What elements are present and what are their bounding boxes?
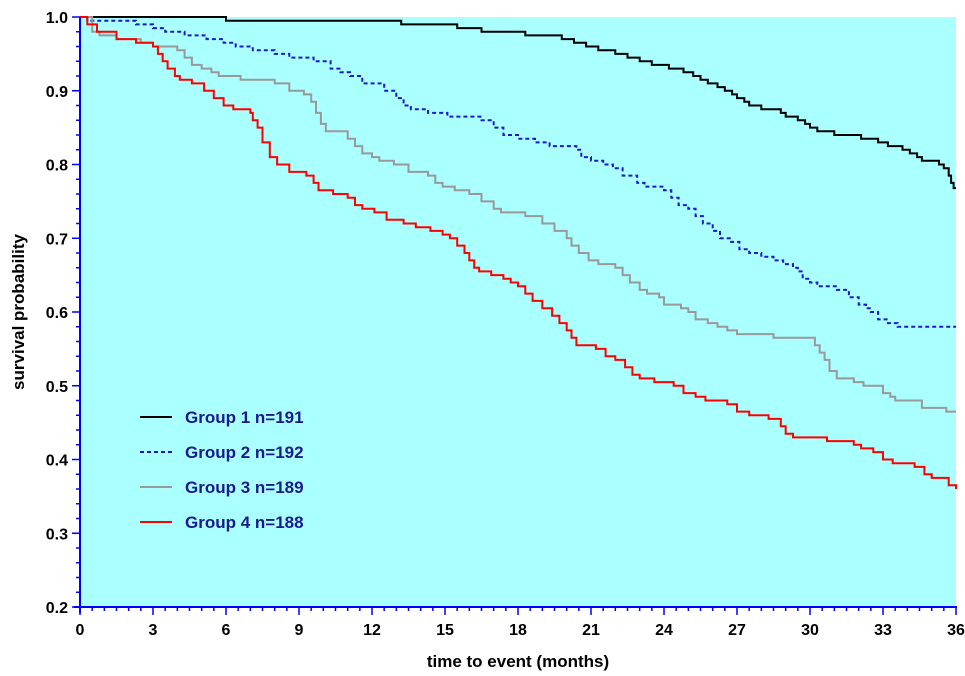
series-line-group-1 (80, 16, 956, 190)
x-tick-label: 27 (728, 622, 746, 639)
plot-background (80, 17, 956, 607)
x-tick-label: 30 (801, 622, 819, 639)
y-tick-labels: 0.2 0.3 0.4 0.5 0.6 0.7 0.8 0.9 1.0 (46, 10, 68, 617)
x-tick-label: 9 (295, 622, 304, 639)
y-tick-label: 0.4 (46, 453, 68, 470)
y-tick-label: 1.0 (46, 10, 68, 27)
y-tick-label: 0.7 (46, 231, 68, 248)
x-tick-label: 33 (874, 622, 892, 639)
x-tick-labels: 0 3 6 9 12 15 18 21 24 27 30 33 36 (76, 622, 965, 639)
x-tick-label: 6 (222, 622, 231, 639)
x-tick-label: 12 (363, 622, 381, 639)
x-tick-label: 24 (655, 622, 673, 639)
x-axis-title: time to event (months) (427, 652, 609, 671)
y-tick-label: 0.3 (46, 526, 68, 543)
y-axis-title: survival probability (9, 234, 28, 390)
legend-label-group-3: Group 3 n=189 (185, 478, 304, 497)
legend: Group 1 n=191 Group 2 n=192 Group 3 n=189 G… (140, 408, 304, 532)
x-tick-label: 21 (582, 622, 600, 639)
x-tick-label: 36 (947, 622, 965, 639)
x-tick-label: 3 (149, 622, 158, 639)
y-tick-label: 0.6 (46, 305, 68, 322)
series-line-group-2 (80, 16, 956, 328)
series-line-group-3 (80, 16, 956, 413)
y-tick-label: 0.8 (46, 158, 68, 175)
x-tick-label: 0 (76, 622, 85, 639)
x-tick-label: 15 (436, 622, 454, 639)
axes (72, 16, 957, 615)
legend-label-group-1: Group 1 n=191 (185, 408, 304, 427)
y-tick-label: 0.9 (46, 84, 68, 101)
series-line-group-4 (80, 16, 957, 489)
series-lines (80, 16, 957, 489)
x-tick-label: 18 (509, 622, 527, 639)
y-tick-label: 0.5 (46, 379, 68, 396)
legend-label-group-4: Group 4 n=188 (185, 513, 304, 532)
legend-label-group-2: Group 2 n=192 (185, 443, 304, 462)
y-tick-label: 0.2 (46, 600, 68, 617)
